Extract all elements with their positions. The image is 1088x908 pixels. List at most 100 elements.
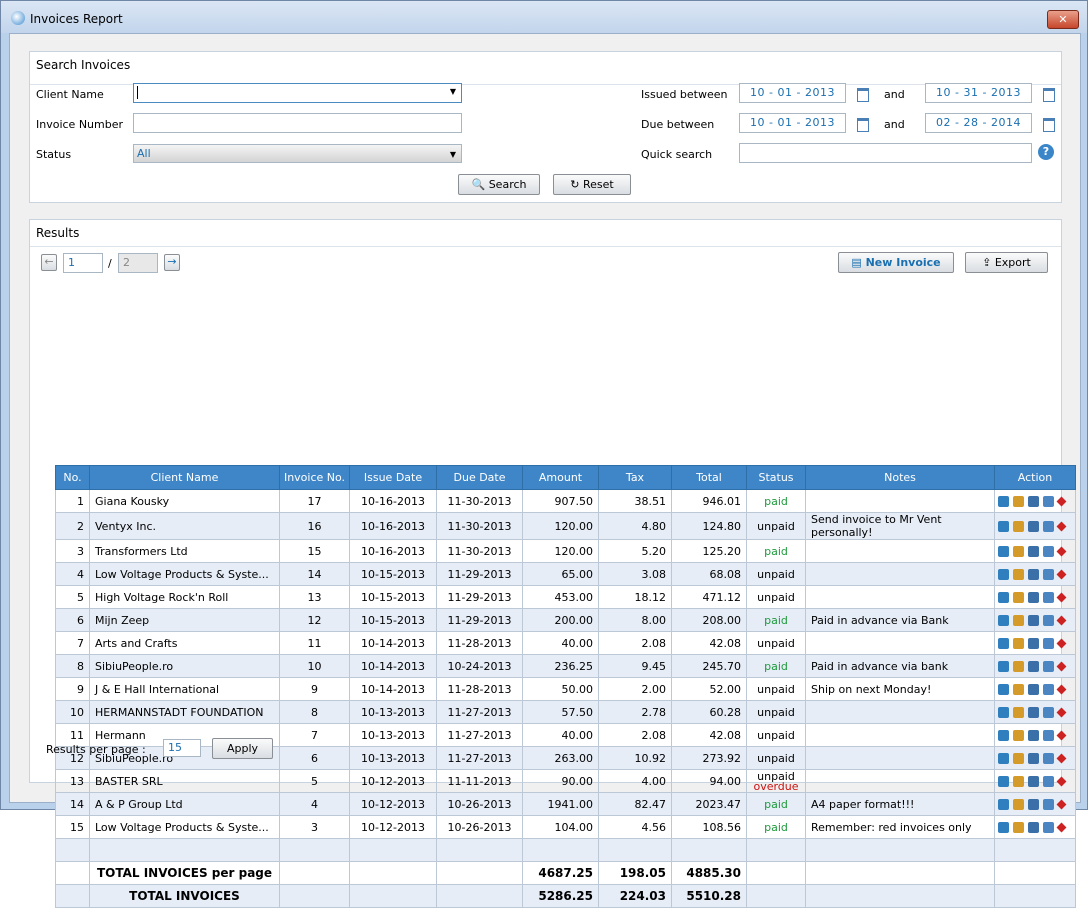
action-icon[interactable] [998,707,1009,718]
action-icon[interactable] [998,569,1009,580]
invoice-input[interactable] [133,113,462,133]
overdue-flag: overdue [753,780,799,793]
action-icon[interactable] [1043,661,1054,672]
action-icon[interactable] [1056,822,1067,833]
action-icon[interactable] [1056,776,1067,787]
per-page-input[interactable]: 15 [163,739,201,757]
action-icon[interactable] [1043,521,1054,532]
action-icon[interactable] [1056,661,1067,672]
action-icon[interactable] [998,661,1009,672]
action-icon[interactable] [1043,592,1054,603]
action-icon[interactable] [1013,822,1024,833]
action-icon[interactable] [1028,707,1039,718]
action-icon[interactable] [1043,684,1054,695]
action-icon[interactable] [998,799,1009,810]
action-icon[interactable] [1043,730,1054,741]
calendar-icon[interactable] [1043,88,1055,102]
action-icon[interactable] [1043,753,1054,764]
action-icon[interactable] [1056,546,1067,557]
action-icon[interactable] [998,730,1009,741]
quick-search-input[interactable] [739,143,1032,163]
action-icon[interactable] [1028,592,1039,603]
action-icon[interactable] [1056,730,1067,741]
action-icon[interactable] [1028,684,1039,695]
action-icon[interactable] [998,822,1009,833]
action-icon[interactable] [1013,569,1024,580]
action-icon[interactable] [1056,707,1067,718]
status-select[interactable]: All ▼ [133,144,462,163]
action-icon[interactable] [1056,753,1067,764]
action-icon[interactable] [1013,684,1024,695]
action-icon[interactable] [1013,615,1024,626]
action-icon[interactable] [1056,592,1067,603]
date-input[interactable]: 10 - 01 - 2013 [739,83,846,103]
action-icon[interactable] [1043,569,1054,580]
action-icon[interactable] [1013,496,1024,507]
action-icon[interactable] [1013,638,1024,649]
action-icon[interactable] [1028,615,1039,626]
action-icon[interactable] [1028,638,1039,649]
action-icon[interactable] [998,753,1009,764]
action-icon[interactable] [1013,753,1024,764]
calendar-icon[interactable] [857,88,869,102]
next-page[interactable]: → [164,254,180,271]
client-input[interactable]: ▼ [133,83,462,103]
column-header: Client Name [89,465,280,490]
action-icon[interactable] [1043,496,1054,507]
action-icon[interactable] [1028,569,1039,580]
action-icon[interactable] [1043,615,1054,626]
action-icon[interactable] [1013,521,1024,532]
action-icon[interactable] [1056,615,1067,626]
export-button[interactable]: ⇪ Export [965,252,1048,273]
apply-button[interactable]: Apply [212,738,273,759]
action-icon[interactable] [1013,661,1024,672]
action-icon[interactable] [1028,730,1039,741]
action-icon[interactable] [1043,776,1054,787]
action-icon[interactable] [1056,799,1067,810]
action-icon[interactable] [1056,569,1067,580]
action-icon[interactable] [998,496,1009,507]
action-icon[interactable] [1013,799,1024,810]
action-icon[interactable] [1028,753,1039,764]
action-icon[interactable] [1013,592,1024,603]
action-icon[interactable] [1043,822,1054,833]
new-invoice-button[interactable]: ▤ New Invoice [838,252,954,273]
action-icon[interactable] [1056,496,1067,507]
action-icon[interactable] [1043,638,1054,649]
date-input[interactable]: 10 - 31 - 2013 [925,83,1032,103]
date-input[interactable]: 02 - 28 - 2014 [925,113,1032,133]
action-icon[interactable] [1013,707,1024,718]
close-button[interactable]: ✕ [1047,10,1079,29]
action-icon[interactable] [998,521,1009,532]
calendar-icon[interactable] [1043,118,1055,132]
action-icon[interactable] [1028,546,1039,557]
action-icon[interactable] [1028,661,1039,672]
calendar-icon[interactable] [857,118,869,132]
action-icon[interactable] [998,592,1009,603]
prev-page[interactable]: ← [41,254,57,271]
action-icon[interactable] [1056,684,1067,695]
action-icon[interactable] [1028,799,1039,810]
date-input[interactable]: 10 - 01 - 2013 [739,113,846,133]
reset-button[interactable]: ↻ Reset [553,174,631,195]
action-icon[interactable] [1013,730,1024,741]
action-icon[interactable] [998,546,1009,557]
action-icon[interactable] [1028,496,1039,507]
action-icon[interactable] [998,776,1009,787]
action-icon[interactable] [1028,822,1039,833]
help-icon[interactable]: ? [1038,144,1054,160]
action-icon[interactable] [998,684,1009,695]
action-icon[interactable] [1043,707,1054,718]
action-icon[interactable] [1043,799,1054,810]
search-button[interactable]: 🔍 Search [458,174,540,195]
action-icon[interactable] [1028,776,1039,787]
action-icon[interactable] [1013,546,1024,557]
action-icon[interactable] [998,638,1009,649]
action-icon[interactable] [1013,776,1024,787]
page-input[interactable]: 1 [63,253,103,273]
action-icon[interactable] [1043,546,1054,557]
action-icon[interactable] [1028,521,1039,532]
action-icon[interactable] [1056,521,1067,532]
action-icon[interactable] [1056,638,1067,649]
action-icon[interactable] [998,615,1009,626]
